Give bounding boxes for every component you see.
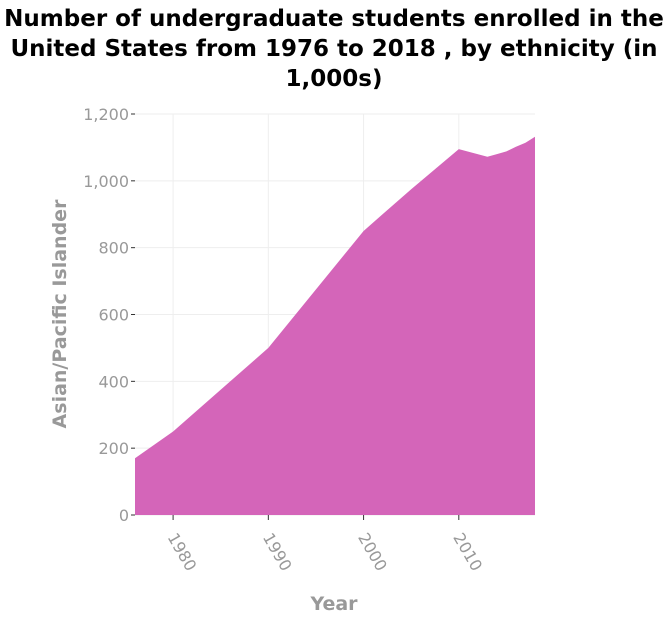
- x-tick-label: 1980: [164, 530, 201, 575]
- x-tick-label: 2010: [449, 530, 486, 575]
- chart-title: Number of undergraduate students enrolle…: [4, 6, 664, 92]
- x-tick-label: 2000: [354, 530, 391, 575]
- y-tick-label: 600: [98, 306, 129, 325]
- y-tick-label: 0: [119, 506, 129, 525]
- x-tick-label: 1990: [259, 530, 296, 575]
- y-tick-label: 800: [98, 239, 129, 258]
- y-tick-label: 400: [98, 372, 129, 391]
- y-axis-label: Asian/Pacific Islander: [49, 199, 71, 429]
- y-tick-label: 200: [98, 439, 129, 458]
- y-tick-label: 1,200: [83, 105, 129, 124]
- area-series: [135, 136, 535, 515]
- y-tick-label: 1,000: [83, 172, 129, 191]
- x-tick-labels: 1980 1990 2000 2010: [164, 530, 487, 575]
- x-axis-label: Year: [309, 593, 358, 615]
- y-tick-labels: 0 200 400 600 800 1,000 1,200: [83, 105, 129, 525]
